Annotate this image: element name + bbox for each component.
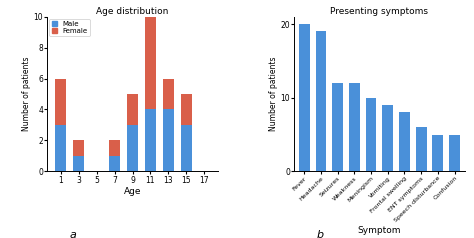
Bar xyxy=(55,125,66,171)
Bar xyxy=(399,112,410,171)
Bar xyxy=(383,105,393,171)
Bar xyxy=(127,125,138,171)
Y-axis label: Number of patients: Number of patients xyxy=(22,57,31,131)
Bar xyxy=(181,125,191,171)
Bar xyxy=(145,17,156,109)
Bar xyxy=(332,83,343,171)
Bar xyxy=(163,109,174,171)
Bar xyxy=(316,31,327,171)
Bar xyxy=(55,79,66,125)
Bar xyxy=(109,140,120,156)
Bar xyxy=(349,83,360,171)
Y-axis label: Number of patients: Number of patients xyxy=(269,57,278,131)
Bar xyxy=(449,134,460,171)
Bar xyxy=(416,127,427,171)
Bar xyxy=(109,156,120,171)
Bar xyxy=(181,94,191,125)
X-axis label: Age: Age xyxy=(124,187,141,196)
Bar xyxy=(127,94,138,125)
Bar xyxy=(73,140,84,156)
Bar xyxy=(163,79,174,109)
Title: Age distribution: Age distribution xyxy=(96,7,169,16)
Bar xyxy=(145,109,156,171)
Text: a: a xyxy=(70,230,76,238)
X-axis label: Symptom: Symptom xyxy=(358,226,401,235)
Text: b: b xyxy=(316,230,323,238)
Bar xyxy=(432,134,443,171)
Title: Presenting symptoms: Presenting symptoms xyxy=(330,7,428,16)
Legend: Male, Female: Male, Female xyxy=(49,19,90,36)
Bar xyxy=(365,98,376,171)
Bar xyxy=(73,156,84,171)
Bar xyxy=(299,24,310,171)
